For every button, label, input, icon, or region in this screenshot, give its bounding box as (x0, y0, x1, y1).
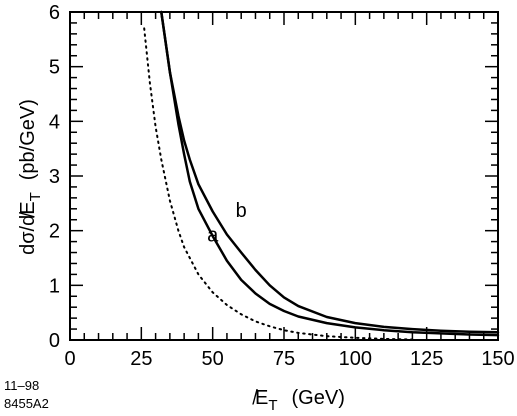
y-tick-label: 2 (49, 221, 60, 243)
curve-label-a: a (207, 225, 219, 247)
axis-ticks (70, 12, 498, 340)
x-tick-label: 125 (410, 348, 443, 370)
plot-frame (69, 11, 499, 341)
figure-date: 11–98 (4, 378, 39, 393)
y-tick-label: 3 (49, 166, 60, 188)
y-axis-subscript: T (27, 192, 44, 201)
x-tick-label: 25 (130, 348, 152, 370)
x-axis-subscript: T (268, 397, 277, 414)
y-axis-unit: (pb/GeV) (17, 99, 39, 180)
y-tick-label: 1 (49, 275, 60, 297)
curve-label-b: b (236, 200, 247, 222)
y-tick-label: 0 (49, 330, 60, 352)
y-axis-title: dσ/d̸ET (pb/GeV) (17, 99, 44, 255)
y-tick-label: 5 (49, 57, 60, 79)
x-axis-symbol: ̸E (252, 387, 268, 409)
series-line-b (160, 10, 500, 334)
series-line-a (160, 10, 500, 337)
x-tick-label: 75 (273, 348, 295, 370)
x-axis-title: ̸ET (GeV) (252, 387, 345, 414)
x-tick-label: 50 (202, 348, 224, 370)
x-tick-label: 0 (64, 348, 75, 370)
x-axis-unit: (GeV) (292, 387, 345, 409)
plot-border (69, 11, 499, 341)
tick-labels: 0 25 50 75 100 125 150 0 1 2 3 4 5 6 (49, 2, 515, 370)
x-tick-label: 100 (339, 348, 372, 370)
y-tick-label: 4 (49, 111, 60, 133)
series-line-dotted (143, 27, 414, 341)
y-tick-label: 6 (49, 2, 60, 24)
figure-id: 8455A2 (4, 396, 49, 411)
series-lines (143, 10, 500, 341)
y-axis-symbol: dσ/d̸E (17, 201, 39, 255)
x-tick-label: 150 (481, 348, 514, 370)
